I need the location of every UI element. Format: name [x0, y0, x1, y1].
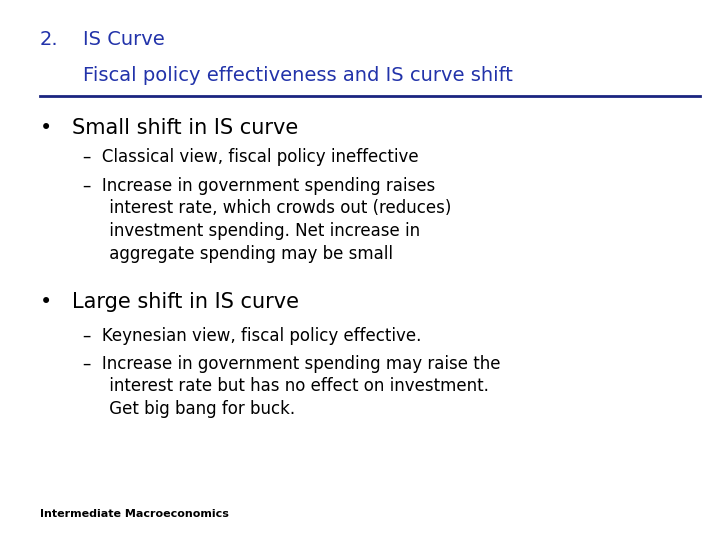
Text: –  Keynesian view, fiscal policy effective.: – Keynesian view, fiscal policy effectiv…: [83, 327, 421, 345]
Text: Fiscal policy effectiveness and IS curve shift: Fiscal policy effectiveness and IS curve…: [83, 66, 513, 85]
Text: –  Classical view, fiscal policy ineffective: – Classical view, fiscal policy ineffect…: [83, 148, 418, 166]
Text: Large shift in IS curve: Large shift in IS curve: [72, 292, 299, 312]
Text: •: •: [40, 292, 52, 312]
Text: –  Increase in government spending may raise the: – Increase in government spending may ra…: [83, 355, 500, 373]
Text: –  Increase in government spending raises: – Increase in government spending raises: [83, 177, 435, 194]
Text: interest rate but has no effect on investment.: interest rate but has no effect on inves…: [83, 377, 489, 395]
Text: 2.: 2.: [40, 30, 58, 49]
Text: Get big bang for buck.: Get big bang for buck.: [83, 400, 295, 418]
Text: aggregate spending may be small: aggregate spending may be small: [83, 245, 393, 262]
Text: Small shift in IS curve: Small shift in IS curve: [72, 118, 298, 138]
Text: Intermediate Macroeconomics: Intermediate Macroeconomics: [40, 509, 228, 519]
Text: •: •: [40, 118, 52, 138]
Text: IS Curve: IS Curve: [83, 30, 165, 49]
Text: interest rate, which crowds out (reduces): interest rate, which crowds out (reduces…: [83, 199, 451, 217]
Text: investment spending. Net increase in: investment spending. Net increase in: [83, 222, 420, 240]
